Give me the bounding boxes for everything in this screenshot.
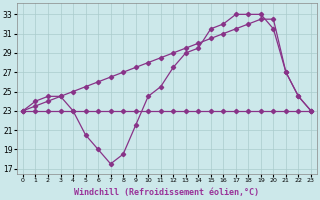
X-axis label: Windchill (Refroidissement éolien,°C): Windchill (Refroidissement éolien,°C)	[75, 188, 260, 197]
